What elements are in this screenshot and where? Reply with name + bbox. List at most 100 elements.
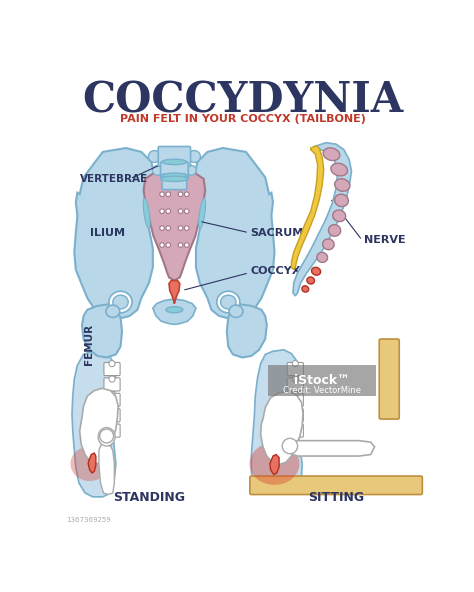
Ellipse shape (311, 268, 320, 275)
Circle shape (292, 422, 298, 429)
Text: iStock™: iStock™ (294, 374, 350, 387)
Circle shape (292, 391, 298, 397)
FancyBboxPatch shape (104, 378, 120, 391)
FancyBboxPatch shape (104, 424, 120, 437)
Polygon shape (74, 148, 155, 319)
Polygon shape (291, 440, 374, 456)
Polygon shape (227, 304, 267, 358)
Ellipse shape (162, 159, 187, 165)
Ellipse shape (323, 239, 334, 250)
Ellipse shape (161, 176, 188, 182)
FancyBboxPatch shape (250, 476, 422, 494)
Ellipse shape (148, 150, 161, 162)
Circle shape (160, 226, 164, 230)
Polygon shape (251, 350, 398, 493)
Text: COCCYX: COCCYX (251, 266, 301, 276)
Text: COCCYDYNIA: COCCYDYNIA (82, 79, 403, 121)
Circle shape (178, 243, 183, 247)
Polygon shape (270, 455, 279, 475)
Circle shape (109, 407, 115, 413)
Ellipse shape (335, 179, 350, 191)
Ellipse shape (153, 166, 163, 175)
Circle shape (166, 243, 171, 247)
FancyBboxPatch shape (104, 362, 120, 375)
FancyBboxPatch shape (268, 365, 376, 396)
Polygon shape (169, 281, 180, 304)
Circle shape (292, 376, 298, 382)
Ellipse shape (109, 291, 132, 313)
Text: NERVE: NERVE (364, 236, 405, 246)
Ellipse shape (220, 295, 236, 309)
Circle shape (109, 422, 115, 429)
Text: FEMUR: FEMUR (83, 324, 93, 365)
Ellipse shape (331, 163, 347, 176)
Polygon shape (194, 148, 274, 319)
Polygon shape (88, 453, 96, 473)
Ellipse shape (106, 305, 120, 317)
Polygon shape (82, 304, 122, 358)
Circle shape (292, 361, 298, 366)
Ellipse shape (328, 224, 341, 236)
Circle shape (160, 192, 164, 197)
FancyBboxPatch shape (161, 162, 188, 179)
Text: ILIUM: ILIUM (90, 228, 125, 238)
Circle shape (109, 391, 115, 397)
Circle shape (166, 192, 171, 197)
Text: SACRUM: SACRUM (251, 228, 304, 238)
Polygon shape (80, 388, 118, 464)
Ellipse shape (229, 305, 243, 317)
Text: VERTEBRAE: VERTEBRAE (80, 174, 148, 184)
Polygon shape (99, 445, 114, 494)
FancyBboxPatch shape (287, 424, 303, 437)
Ellipse shape (217, 291, 240, 313)
FancyBboxPatch shape (104, 393, 120, 406)
Circle shape (184, 226, 189, 230)
Ellipse shape (71, 446, 109, 481)
Ellipse shape (249, 443, 300, 485)
Circle shape (178, 192, 183, 197)
Polygon shape (144, 169, 205, 281)
Ellipse shape (323, 148, 340, 160)
Polygon shape (292, 146, 324, 270)
Text: SITTING: SITTING (308, 491, 364, 504)
Ellipse shape (143, 198, 150, 229)
Circle shape (184, 209, 189, 214)
Circle shape (160, 243, 164, 247)
FancyBboxPatch shape (287, 378, 303, 391)
FancyBboxPatch shape (162, 174, 187, 189)
Text: Credit: VectorMine: Credit: VectorMine (283, 386, 361, 395)
FancyBboxPatch shape (379, 339, 399, 419)
Circle shape (166, 226, 171, 230)
FancyBboxPatch shape (104, 408, 120, 422)
Ellipse shape (335, 194, 348, 207)
FancyBboxPatch shape (158, 146, 191, 166)
Circle shape (292, 407, 298, 413)
Text: 1367369259: 1367369259 (66, 517, 111, 523)
FancyBboxPatch shape (287, 393, 303, 406)
Ellipse shape (98, 427, 115, 446)
Polygon shape (153, 299, 196, 324)
Circle shape (166, 209, 171, 214)
Ellipse shape (162, 173, 187, 178)
Polygon shape (72, 350, 116, 497)
FancyBboxPatch shape (287, 362, 303, 375)
Ellipse shape (307, 277, 314, 284)
Polygon shape (293, 143, 352, 296)
Circle shape (178, 209, 183, 214)
Circle shape (109, 361, 115, 366)
Circle shape (178, 226, 183, 230)
Circle shape (109, 376, 115, 382)
Ellipse shape (166, 307, 183, 313)
Ellipse shape (199, 198, 206, 229)
Circle shape (282, 438, 298, 453)
Text: PAIN FELT IN YOUR COCCYX (TAILBONE): PAIN FELT IN YOUR COCCYX (TAILBONE) (120, 114, 366, 124)
Circle shape (184, 243, 189, 247)
Polygon shape (261, 391, 303, 465)
FancyBboxPatch shape (287, 408, 303, 422)
Ellipse shape (186, 166, 196, 175)
Ellipse shape (188, 150, 201, 162)
Text: STANDING: STANDING (113, 491, 185, 504)
Circle shape (100, 429, 114, 443)
Ellipse shape (113, 295, 128, 309)
Circle shape (160, 209, 164, 214)
